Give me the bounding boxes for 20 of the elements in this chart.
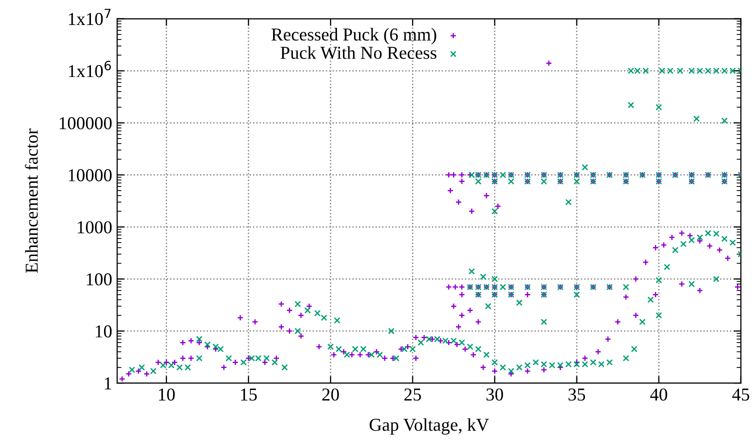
y-tick-label: 100 bbox=[86, 273, 112, 286]
x-tick-label: 35 bbox=[568, 388, 586, 401]
x-tick-label: 15 bbox=[241, 388, 257, 401]
x-tick-label: 30 bbox=[486, 388, 504, 401]
x-tick-label: 45 bbox=[732, 388, 750, 401]
x-tick-label: 40 bbox=[650, 388, 668, 401]
x-tick-label: 25 bbox=[404, 388, 421, 401]
y-tick-label: 100000 bbox=[60, 117, 112, 130]
y-tick-label: 10000 bbox=[68, 169, 112, 182]
x-axis-title: Gap Voltage, kV bbox=[370, 418, 489, 435]
y-tick-label: 1 bbox=[104, 377, 112, 390]
x-tick-label: 10 bbox=[158, 388, 175, 401]
y-axis-title: Enhancement factor bbox=[24, 128, 38, 273]
y-tick-label: 1x10$^{7}$ bbox=[68, 8, 111, 26]
y-tick-label: 1x10$^{6}$ bbox=[68, 60, 111, 78]
legend-label: Recessed Puck (6 mm) bbox=[272, 28, 436, 44]
y-tick-label: 10 bbox=[96, 325, 112, 338]
y-tick-label: 1000 bbox=[78, 221, 112, 234]
legend-label: Puck With No Recess bbox=[280, 46, 436, 60]
x-tick-label: 20 bbox=[322, 388, 339, 401]
